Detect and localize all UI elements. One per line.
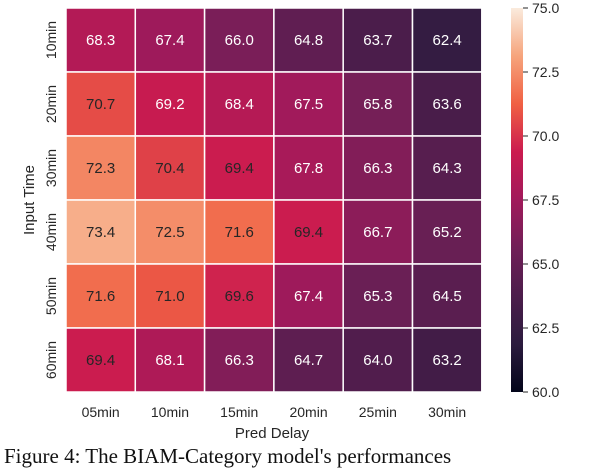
heatmap-cell-value: 66.3 <box>225 352 254 369</box>
heatmap-cell <box>342 199 414 265</box>
y-tick-label: 50min <box>43 277 59 315</box>
heatmap-cell <box>65 7 137 73</box>
heatmap-cell <box>411 327 483 393</box>
x-tick-label: 15min <box>220 404 258 420</box>
heatmap-cell-value: 71.0 <box>155 288 184 305</box>
heatmap-cell-value: 62.4 <box>433 32 462 49</box>
heatmap-cell-value: 73.4 <box>86 224 115 241</box>
heatmap-cell-value: 67.4 <box>294 288 323 305</box>
x-tick-label: 05min <box>82 404 120 420</box>
heatmap-cell-value: 66.0 <box>225 32 254 49</box>
colorbar <box>511 8 523 392</box>
heatmap-cell-value: 69.4 <box>86 352 115 369</box>
colorbar-tick-label: 60.0 <box>532 384 559 400</box>
heatmap-cell <box>134 7 206 73</box>
heatmap-cell <box>273 327 344 393</box>
y-axis-title: Input Time <box>21 165 38 235</box>
heatmap-cell-value: 67.8 <box>294 160 323 177</box>
heatmap-cell-value: 64.3 <box>433 160 462 177</box>
heatmap-cell <box>65 199 137 265</box>
heatmap-cell <box>273 135 344 201</box>
heatmap-cell <box>203 199 275 265</box>
heatmap-cell <box>411 263 483 329</box>
heatmap-cell <box>203 263 275 329</box>
y-tick-labels: 10min 20min 30min 40min 50min 60min <box>43 21 59 379</box>
heatmap-cell-value: 64.7 <box>294 352 323 369</box>
heatmap-cell-value: 67.5 <box>294 96 323 113</box>
heatmap-cell <box>411 71 483 137</box>
x-tick-label: 20min <box>289 404 327 420</box>
heatmap-cell <box>134 71 206 137</box>
heatmap-cell <box>134 199 206 265</box>
heatmap-cell-value: 65.2 <box>433 224 462 241</box>
y-tick-label: 30min <box>43 149 59 187</box>
y-tick-label: 20min <box>43 85 59 123</box>
heatmap-cell-value: 63.7 <box>363 32 392 49</box>
colorbar-tick-label: 65.0 <box>532 256 559 272</box>
heatmap-cell <box>273 263 344 329</box>
x-axis-title: Pred Delay <box>235 425 310 442</box>
heatmap-cell-value: 69.2 <box>155 96 184 113</box>
heatmap-cell <box>65 327 137 393</box>
heatmap-cell-value: 69.4 <box>294 224 323 241</box>
heatmap-cell <box>411 199 483 265</box>
heatmap-cell <box>273 199 344 265</box>
colorbar-tick-label: 72.5 <box>532 64 559 80</box>
heatmap-cell <box>411 135 483 201</box>
heatmap-cell-value: 66.3 <box>363 160 392 177</box>
heatmap-cell <box>342 327 414 393</box>
heatmap-cell-value: 72.5 <box>155 224 184 241</box>
heatmap-cell <box>342 263 414 329</box>
y-tick-label: 10min <box>43 21 59 59</box>
x-tick-label: 25min <box>359 404 397 420</box>
heatmap-cell-value: 64.5 <box>433 288 462 305</box>
heatmap-cell <box>273 71 344 137</box>
y-tick-label: 40min <box>43 213 59 251</box>
colorbar-tick-label: 67.5 <box>532 192 559 208</box>
colorbar-tick-label: 70.0 <box>532 128 559 144</box>
x-tick-labels: 05min 10min 15min 20min 25min 30min <box>82 404 467 420</box>
heatmap-cell <box>342 135 414 201</box>
heatmap-cell-value: 63.6 <box>433 96 462 113</box>
heatmap-cell-value: 68.1 <box>155 352 184 369</box>
heatmap-cell <box>134 135 206 201</box>
heatmap-cell-value: 68.3 <box>86 32 115 49</box>
heatmap-cell-value: 64.8 <box>294 32 323 49</box>
heatmap-cell-value: 66.7 <box>363 224 392 241</box>
y-tick-label: 60min <box>43 341 59 379</box>
heatmap-cell-value: 67.4 <box>155 32 184 49</box>
colorbar-tick-labels: 60.0 62.5 65.0 67.5 70.0 72.5 75.0 <box>523 0 559 400</box>
heatmap-cell-value: 71.6 <box>225 224 254 241</box>
x-tick-label: 30min <box>428 404 466 420</box>
heatmap-cell-value: 71.6 <box>86 288 115 305</box>
heatmap-cell-value: 64.0 <box>363 352 392 369</box>
colorbar-tick-label: 75.0 <box>532 0 559 16</box>
figure-caption: Figure 4: The BIAM-Category model's perf… <box>4 444 452 468</box>
heatmap-cell-value: 63.2 <box>433 352 462 369</box>
colorbar-tick-label: 62.5 <box>532 320 559 336</box>
heatmap-cell-value: 70.7 <box>86 96 115 113</box>
heatmap-cell-value: 68.4 <box>225 96 254 113</box>
heatmap-cells: 68.3 67.4 66.0 64.8 63.7 62.4 70.7 69.2 68.4 67.5… <box>65 7 483 393</box>
heatmap-cell-value: 72.3 <box>86 160 115 177</box>
heatmap-cell-value: 70.4 <box>155 160 184 177</box>
x-tick-label: 10min <box>151 404 189 420</box>
heatmap-cell-value: 65.3 <box>363 288 392 305</box>
heatmap-cell-value: 69.4 <box>225 160 254 177</box>
heatmap-cell-value: 69.6 <box>225 288 254 305</box>
heatmap-cell <box>411 7 483 73</box>
heatmap-cell-value: 65.8 <box>363 96 392 113</box>
